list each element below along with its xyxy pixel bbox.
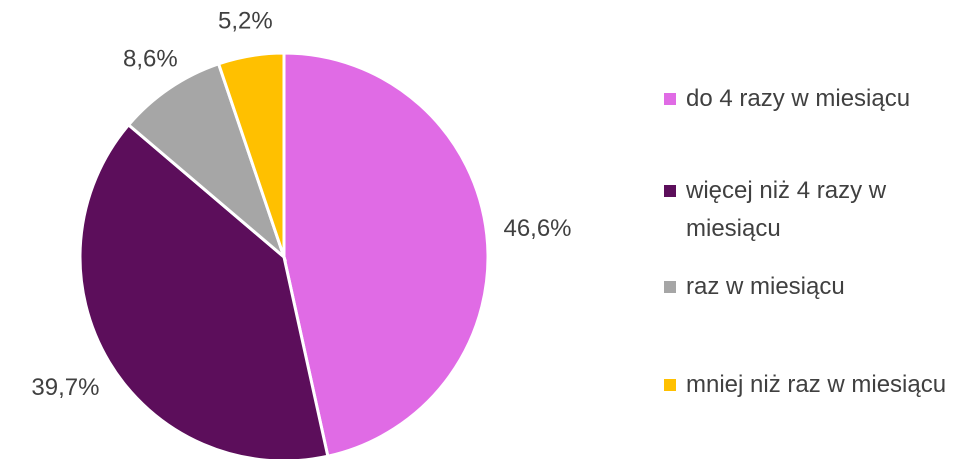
- pie-slice: [78, 122, 330, 459]
- legend-item: mniej niż raz w miesiącu: [664, 366, 954, 404]
- legend-swatch: [664, 185, 676, 197]
- pie-slice: [282, 51, 490, 459]
- legend-item: raz w miesiącu: [664, 268, 954, 306]
- legend-swatch: [664, 379, 676, 391]
- data-label: 5,2%: [218, 8, 273, 35]
- pie-slice: [216, 51, 286, 258]
- data-label: 39,7%: [31, 374, 99, 401]
- legend-label: raz w miesiącu: [686, 273, 845, 300]
- legend-label: do 4 razy w miesiącu: [686, 85, 911, 112]
- pie-slice: [126, 61, 288, 262]
- legend-swatch: [664, 281, 676, 293]
- legend-swatch: [664, 93, 676, 105]
- legend-label: mniej niż raz w miesiącu: [686, 371, 947, 398]
- legend-item: więcej niż 4 razy w miesiącu: [664, 172, 954, 248]
- legend-item: do 4 razy w miesiącu: [664, 80, 954, 118]
- data-label: 8,6%: [123, 45, 178, 72]
- legend-label: więcej niż 4 razy w miesiącu: [686, 177, 887, 242]
- data-label: 46,6%: [503, 215, 571, 242]
